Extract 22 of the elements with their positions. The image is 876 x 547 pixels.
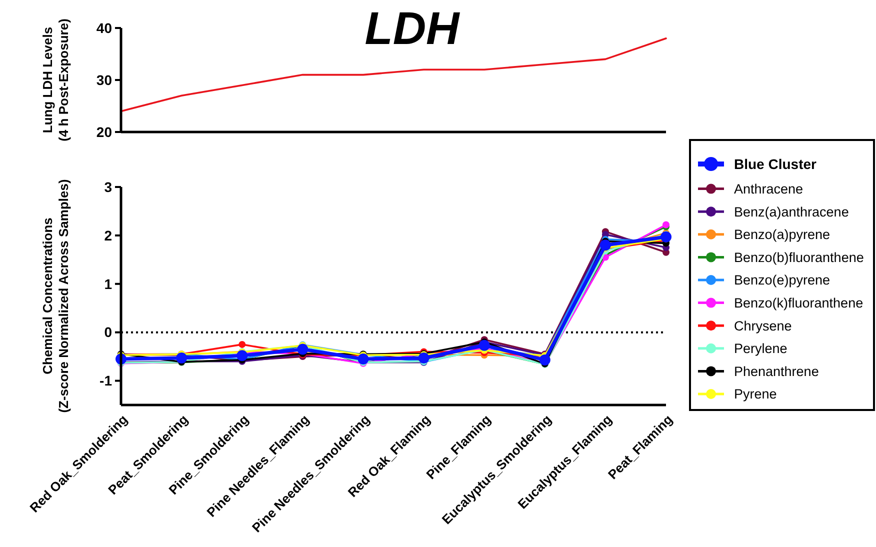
legend-label: Benzo(e)pyrene — [734, 272, 830, 288]
legend-label: Benzo(b)fluoranthene — [734, 250, 864, 265]
y-tick-label: -1 — [100, 372, 112, 389]
legend-label: Benz(a)anthracene — [734, 204, 849, 220]
legend-label: Blue Cluster — [734, 156, 818, 172]
y-tick-label: 30 — [96, 72, 112, 88]
legend-label: Anthracene — [734, 182, 804, 197]
y-tick-label: 0 — [104, 324, 112, 340]
y-tick-label: 40 — [96, 20, 112, 36]
legend-label: Pyrene — [734, 386, 777, 402]
y-tick-label: 20 — [96, 124, 112, 140]
y-tick-label: 3 — [104, 178, 112, 195]
y-axis-title: Chemical Concentrations (Z-score Normalized Across Samples) — [40, 179, 71, 413]
legend-label: Phenanthrene — [734, 364, 819, 379]
chart-title: LDH — [364, 2, 460, 54]
y-tick-label: 2 — [104, 227, 112, 244]
y-axis-title: Lung LDH Levels (4 h Post-Exposure) — [40, 18, 71, 142]
legend-label: Perylene — [734, 341, 788, 356]
legend-label: Benzo(a)pyrene — [734, 227, 830, 242]
legend-label: Benzo(k)fluoranthene — [734, 296, 864, 311]
y-tick-label: 1 — [104, 276, 112, 292]
legend-label: Chrysene — [734, 318, 792, 334]
